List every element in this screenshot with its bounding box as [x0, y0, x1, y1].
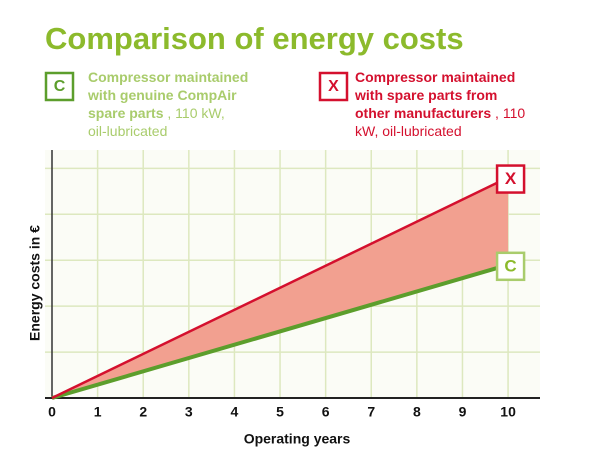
- end-marker: [495, 164, 526, 194]
- legend-entry: Compressor maintained with spare parts fr…: [354, 69, 525, 139]
- legend-detail: 110: [499, 105, 525, 121]
- x-tick-label: 7: [367, 404, 375, 420]
- legend-name: with: [87, 87, 116, 103]
- legend-name: Compressor: [355, 69, 438, 85]
- legend-entry: Compressor maintained with genuine CompAi…: [87, 69, 248, 139]
- x-tick-label: 4: [231, 404, 239, 420]
- legend-name: with: [354, 87, 383, 103]
- x-tick-label: 9: [459, 404, 467, 420]
- legend-icon: [44, 71, 75, 102]
- legend-detail: ,: [491, 105, 499, 121]
- legend-detail: oil-lubricated: [378, 123, 461, 139]
- legend-detail: kW,: [355, 123, 378, 139]
- series-line: [51, 262, 509, 400]
- legend-detail: kW,: [197, 105, 224, 121]
- x-tick-label: 10: [500, 404, 516, 420]
- legend-name: genuine: [116, 87, 174, 103]
- legend-name: parts: [125, 105, 163, 121]
- legend-icon-letter: X: [328, 78, 339, 95]
- legend-name: maintained: [170, 69, 248, 85]
- end-marker-letter: X: [505, 169, 517, 188]
- x-tick-label: 6: [322, 404, 330, 420]
- legend-detail: oil-lubricated: [88, 123, 167, 139]
- legend-name: CompAir: [174, 87, 238, 103]
- legend-icon: [318, 71, 349, 102]
- legend-name: maintained: [437, 69, 515, 85]
- legend-name: manufacturers: [390, 105, 491, 121]
- y-axis-label: Energy costs in €: [27, 225, 43, 341]
- x-tick-label: 3: [185, 404, 193, 420]
- chart-title: Comparison of energy costs: [45, 21, 464, 56]
- x-tick-label: 5: [276, 404, 284, 420]
- x-axis-label: Operating years: [244, 431, 351, 447]
- end-marker: [495, 251, 526, 282]
- legend-detail: 110: [171, 105, 197, 121]
- end-marker-letter: C: [504, 256, 516, 275]
- x-tick-label: 8: [413, 404, 421, 420]
- legend-name: spare: [88, 105, 126, 121]
- legend-name: spare: [383, 87, 424, 103]
- series-line: [51, 176, 509, 400]
- x-tick-label: 2: [139, 404, 147, 420]
- x-tick-label: 0: [48, 404, 56, 420]
- x-tick-label: 1: [94, 404, 102, 420]
- legend-name: other: [355, 105, 391, 121]
- legend-name: Compressor: [88, 69, 171, 85]
- legend-name: parts: [424, 87, 462, 103]
- legend-icon-letter: C: [54, 78, 66, 95]
- legend-name: from: [462, 87, 497, 103]
- legend-detail: ,: [163, 105, 171, 121]
